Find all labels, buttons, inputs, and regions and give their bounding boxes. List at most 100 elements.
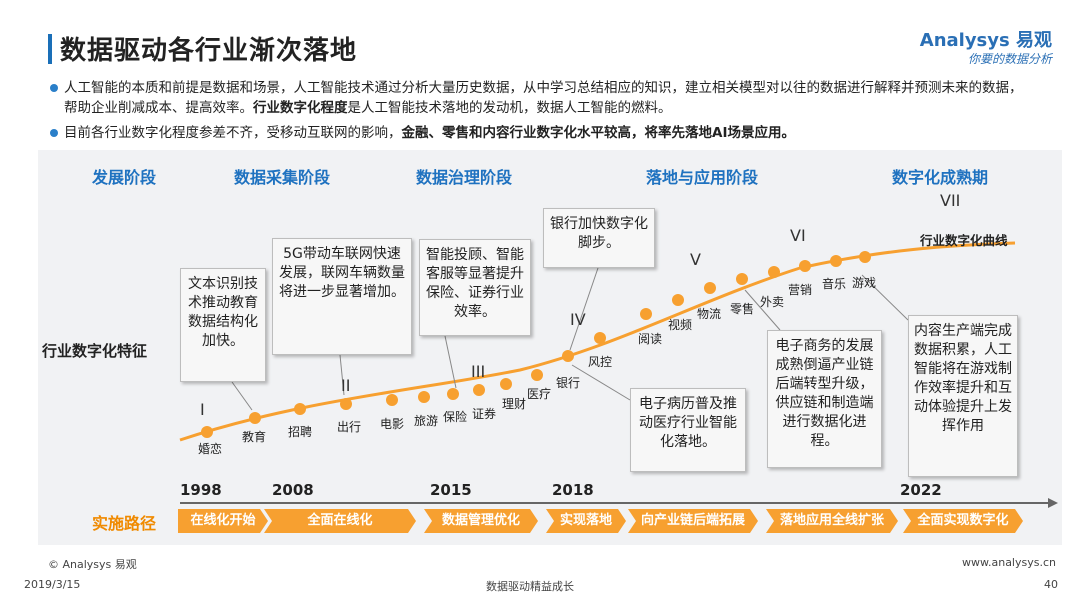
- connector: [861, 274, 909, 321]
- page-title: 数据驱动各行业渐次落地: [60, 36, 358, 66]
- curve-point: [531, 369, 543, 381]
- event-label: 银行: [556, 376, 581, 390]
- connector: [571, 364, 631, 401]
- curve-point: [340, 398, 352, 410]
- year-2022: 2022: [900, 481, 942, 499]
- connector: [744, 289, 781, 331]
- curve-point: [500, 378, 512, 390]
- bullet-1-bold: 行业数字化程度: [253, 100, 348, 116]
- event-label: 营销: [788, 283, 813, 297]
- bullet-1-text-2: 是人工智能技术落地的发动机，数据人工智能的燃料。: [347, 100, 672, 116]
- event-label: 电影: [380, 417, 405, 431]
- year-1998: 1998: [180, 481, 222, 499]
- year-2008: 2008: [272, 481, 314, 499]
- curve-point: [386, 394, 398, 406]
- curve-point: [672, 294, 684, 306]
- route-step-2: 全面在线化: [264, 509, 416, 533]
- footer-center: 数据驱动精益成长: [486, 580, 574, 593]
- event-label: 出行: [337, 420, 362, 434]
- event-label: 视频: [668, 318, 693, 332]
- callout-bank: 银行加快数字化脚步。: [543, 208, 655, 268]
- roman-3: III: [471, 362, 486, 381]
- route-step-6: 落地应用全线扩张: [766, 509, 898, 533]
- curve-point: [830, 255, 842, 267]
- curve-label: 行业数字化曲线: [920, 233, 1008, 248]
- stage-label: 发展阶段: [92, 168, 157, 187]
- curve-point: [768, 266, 780, 278]
- route-step-4: 实现落地: [546, 509, 626, 533]
- curve-point: [704, 282, 716, 294]
- connector: [231, 381, 253, 411]
- event-label: 游戏: [852, 276, 877, 290]
- curve-point: [799, 260, 811, 272]
- footer-url: www.analysys.cn: [962, 556, 1056, 569]
- route-step-1: 在线化开始: [178, 509, 268, 533]
- callout-content: 内容生产端完成数据积累，人工智能将在游戏制作效率提升和互动体验提升上发挥作用: [908, 315, 1018, 477]
- event-label: 婚恋: [198, 442, 223, 456]
- footer-date: 2019/3/15: [24, 578, 81, 591]
- brand-logo: Analysys 易观: [919, 30, 1052, 51]
- bullet-2-text: 目前各行业数字化程度参差不齐，受移动互联网的影响，: [64, 125, 402, 141]
- curve-point: [418, 391, 430, 403]
- roman-2: II: [341, 376, 351, 395]
- connector: [444, 335, 457, 389]
- bullet-2: 目前各行业数字化程度参差不齐，受移动互联网的影响，金融、零售和内容行业数字化水平…: [50, 123, 1024, 143]
- year-2015: 2015: [430, 481, 472, 499]
- bullet-1-text: 人工智能的本质和前提是数据和场景，人工智能技术通过分析大量历史数据，从中学习总结…: [64, 80, 1023, 116]
- roman-4: IV: [570, 310, 586, 329]
- event-label: 理财: [502, 397, 527, 411]
- bullet-dot-icon: [50, 84, 58, 92]
- roman-1: I: [200, 400, 205, 419]
- callout-finance: 智能投顾、智能客服等显著提升保险、证券行业效率。: [419, 239, 531, 336]
- curve-point: [562, 350, 574, 362]
- stage-deployment: 落地与应用阶段: [646, 168, 759, 187]
- event-label: 旅游: [414, 414, 439, 428]
- event-label: 零售: [730, 302, 755, 316]
- event-label: 保险: [443, 410, 468, 424]
- event-label: 阅读: [638, 332, 663, 346]
- event-label: 音乐: [822, 277, 847, 291]
- roman-5: V: [690, 250, 701, 269]
- connector: [339, 354, 345, 396]
- bullet-1: 人工智能的本质和前提是数据和场景，人工智能技术通过分析大量历史数据，从中学习总结…: [50, 78, 1024, 118]
- curve-point: [201, 426, 213, 438]
- route-step-7: 全面实现数字化: [903, 509, 1023, 533]
- curve-point: [640, 308, 652, 320]
- event-label: 证券: [472, 407, 497, 421]
- timeline-arrow-icon: [1048, 498, 1058, 508]
- curve-point: [249, 412, 261, 424]
- callout-education: 文本识别技术推动教育数据结构化加快。: [180, 268, 266, 382]
- route-label: 实施路径: [92, 514, 157, 533]
- stage-data-governance: 数据治理阶段: [416, 168, 513, 187]
- footer-copyright: © Analysys 易观: [48, 558, 137, 571]
- connector: [569, 267, 599, 351]
- bullet-dot-icon: [50, 129, 58, 137]
- stage-mature: 数字化成熟期: [892, 168, 989, 187]
- route-step-3: 数据管理优化: [424, 509, 538, 533]
- route-step-5: 向产业链后端拓展: [628, 509, 758, 533]
- event-label: 教育: [242, 430, 267, 444]
- year-2018: 2018: [552, 481, 594, 499]
- footer-page-number: 40: [1044, 578, 1058, 591]
- callout-medical: 电子病历普及推动医疗行业智能化落地。: [630, 388, 746, 472]
- callout-5g: 5G带动车联网快速发展，联网车辆数量将进一步显著增加。: [272, 238, 412, 355]
- title-accent-bar: [48, 34, 52, 64]
- curve-point: [594, 332, 606, 344]
- curve-point: [859, 251, 871, 263]
- curve-point: [473, 384, 485, 396]
- curve-point: [447, 388, 459, 400]
- stage-data-collection: 数据采集阶段: [234, 168, 331, 187]
- callout-ecommerce: 电子商务的发展成熟倒逼产业链后端转型升级，供应链和制造端进行数据化进程。: [767, 330, 882, 468]
- event-label: 风控: [588, 355, 613, 369]
- event-label: 物流: [697, 307, 722, 321]
- bullet-2-bold: 金融、零售和内容行业数字化水平较高，将率先落地AI场景应用。: [401, 125, 795, 141]
- brand-slogan: 你要的数据分析: [967, 52, 1052, 66]
- event-label: 医疗: [527, 387, 552, 401]
- roman-7: VII: [940, 191, 961, 210]
- event-label: 招聘: [288, 425, 313, 439]
- curve-point: [736, 273, 748, 285]
- event-label: 外卖: [760, 295, 785, 309]
- side-label: 行业数字化特征: [42, 342, 148, 360]
- curve-point: [294, 403, 306, 415]
